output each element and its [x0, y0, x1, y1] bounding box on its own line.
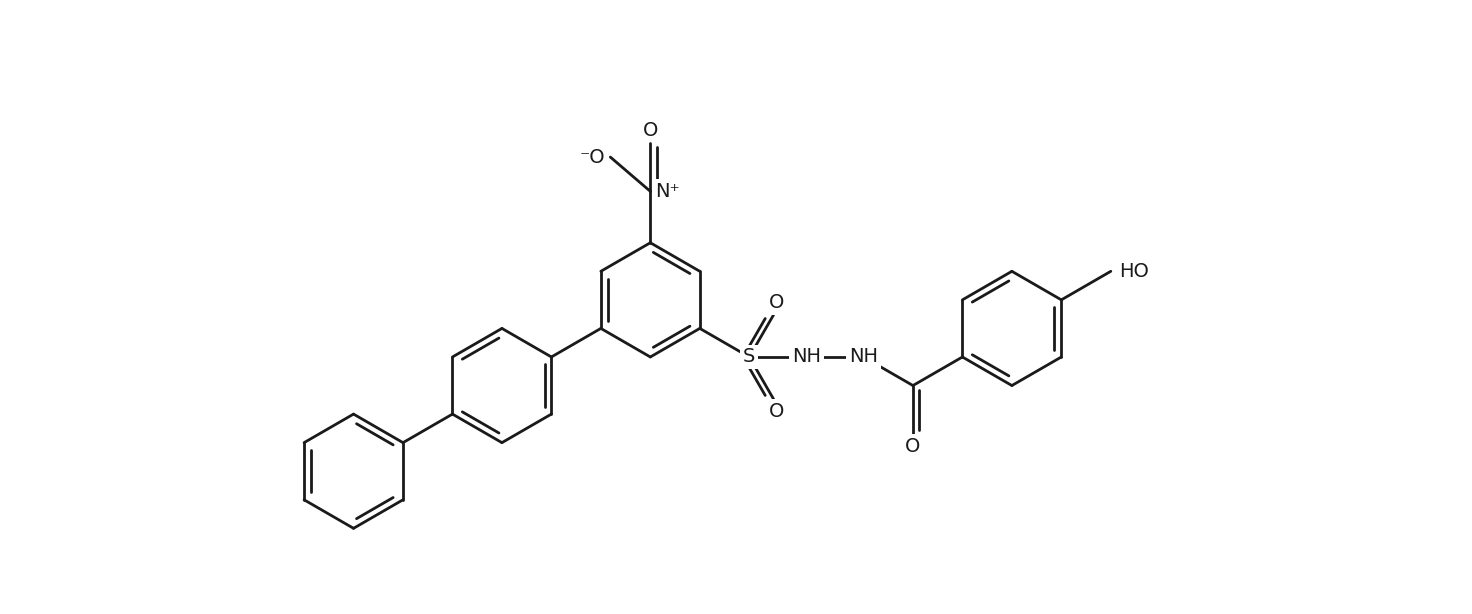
Text: N⁺: N⁺: [655, 182, 680, 201]
Text: HO: HO: [1119, 262, 1150, 281]
Text: S: S: [743, 348, 755, 367]
Text: ⁻O: ⁻O: [580, 147, 605, 166]
Text: O: O: [905, 437, 920, 456]
Text: O: O: [768, 293, 785, 312]
Text: O: O: [768, 402, 785, 421]
Text: NH: NH: [792, 348, 821, 367]
Text: O: O: [643, 121, 658, 139]
Text: NH: NH: [849, 348, 877, 367]
